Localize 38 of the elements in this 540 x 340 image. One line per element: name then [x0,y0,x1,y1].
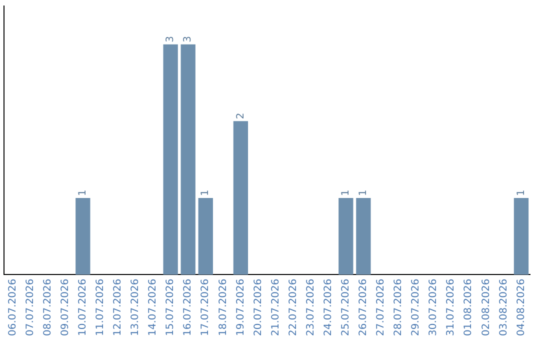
data-label: 3 [165,36,176,42]
x-tick-label: 26.07.2026 [358,278,370,336]
x-tick-label: 22.07.2026 [288,278,299,336]
x-tick-label: 23.07.2026 [305,278,316,336]
x-tick-label: 30.07.2026 [428,278,440,336]
data-label: 1 [358,190,370,196]
x-tick-label: 24.07.2026 [322,278,334,336]
x-tick-label: 01.08.2026 [463,278,474,336]
data-label: 1 [200,190,212,196]
x-tick-label: 18.07.2026 [218,278,229,336]
x-tick-label: 19.07.2026 [235,278,246,336]
x-tick-label: 13.07.2026 [130,278,142,336]
x-tick-label: 09.07.2026 [60,278,71,336]
x-tick-label: 25.07.2026 [340,278,352,336]
x-tick-label: 15.07.2026 [165,278,176,336]
x-tick-label: 27.07.2026 [376,278,387,336]
x-tick-label: 21.07.2026 [270,278,282,336]
x-tick-label: 08.07.2026 [42,278,54,336]
x-tick-label: 06.07.2026 [7,278,18,336]
x-tick-label: 10.07.2026 [77,278,88,336]
x-tick-label: 11.07.2026 [95,278,106,336]
x-tick-label: 02.08.2026 [480,278,492,336]
data-label: 1 [340,190,352,196]
x-tick-label: 16.07.2026 [182,278,194,336]
x-tick-label: 17.07.2026 [200,278,212,336]
x-tick-label: 28.07.2026 [393,278,404,336]
x-tick-label: 29.07.2026 [410,278,422,336]
data-label: 3 [182,36,194,42]
data-label: 1 [516,190,527,196]
x-tick-label: 03.08.2026 [498,278,510,336]
x-tick-label: 04.08.2026 [516,278,527,336]
data-label: 2 [235,112,246,120]
data-label: 1 [77,190,88,196]
x-tick-label: 12.07.2026 [112,278,124,336]
x-tick-label: 31.07.2026 [446,278,457,336]
x-tick-label: 14.07.2026 [148,278,159,336]
x-tick-label: 07.07.2026 [24,278,36,336]
x-tick-label: 20.07.2026 [252,278,264,336]
